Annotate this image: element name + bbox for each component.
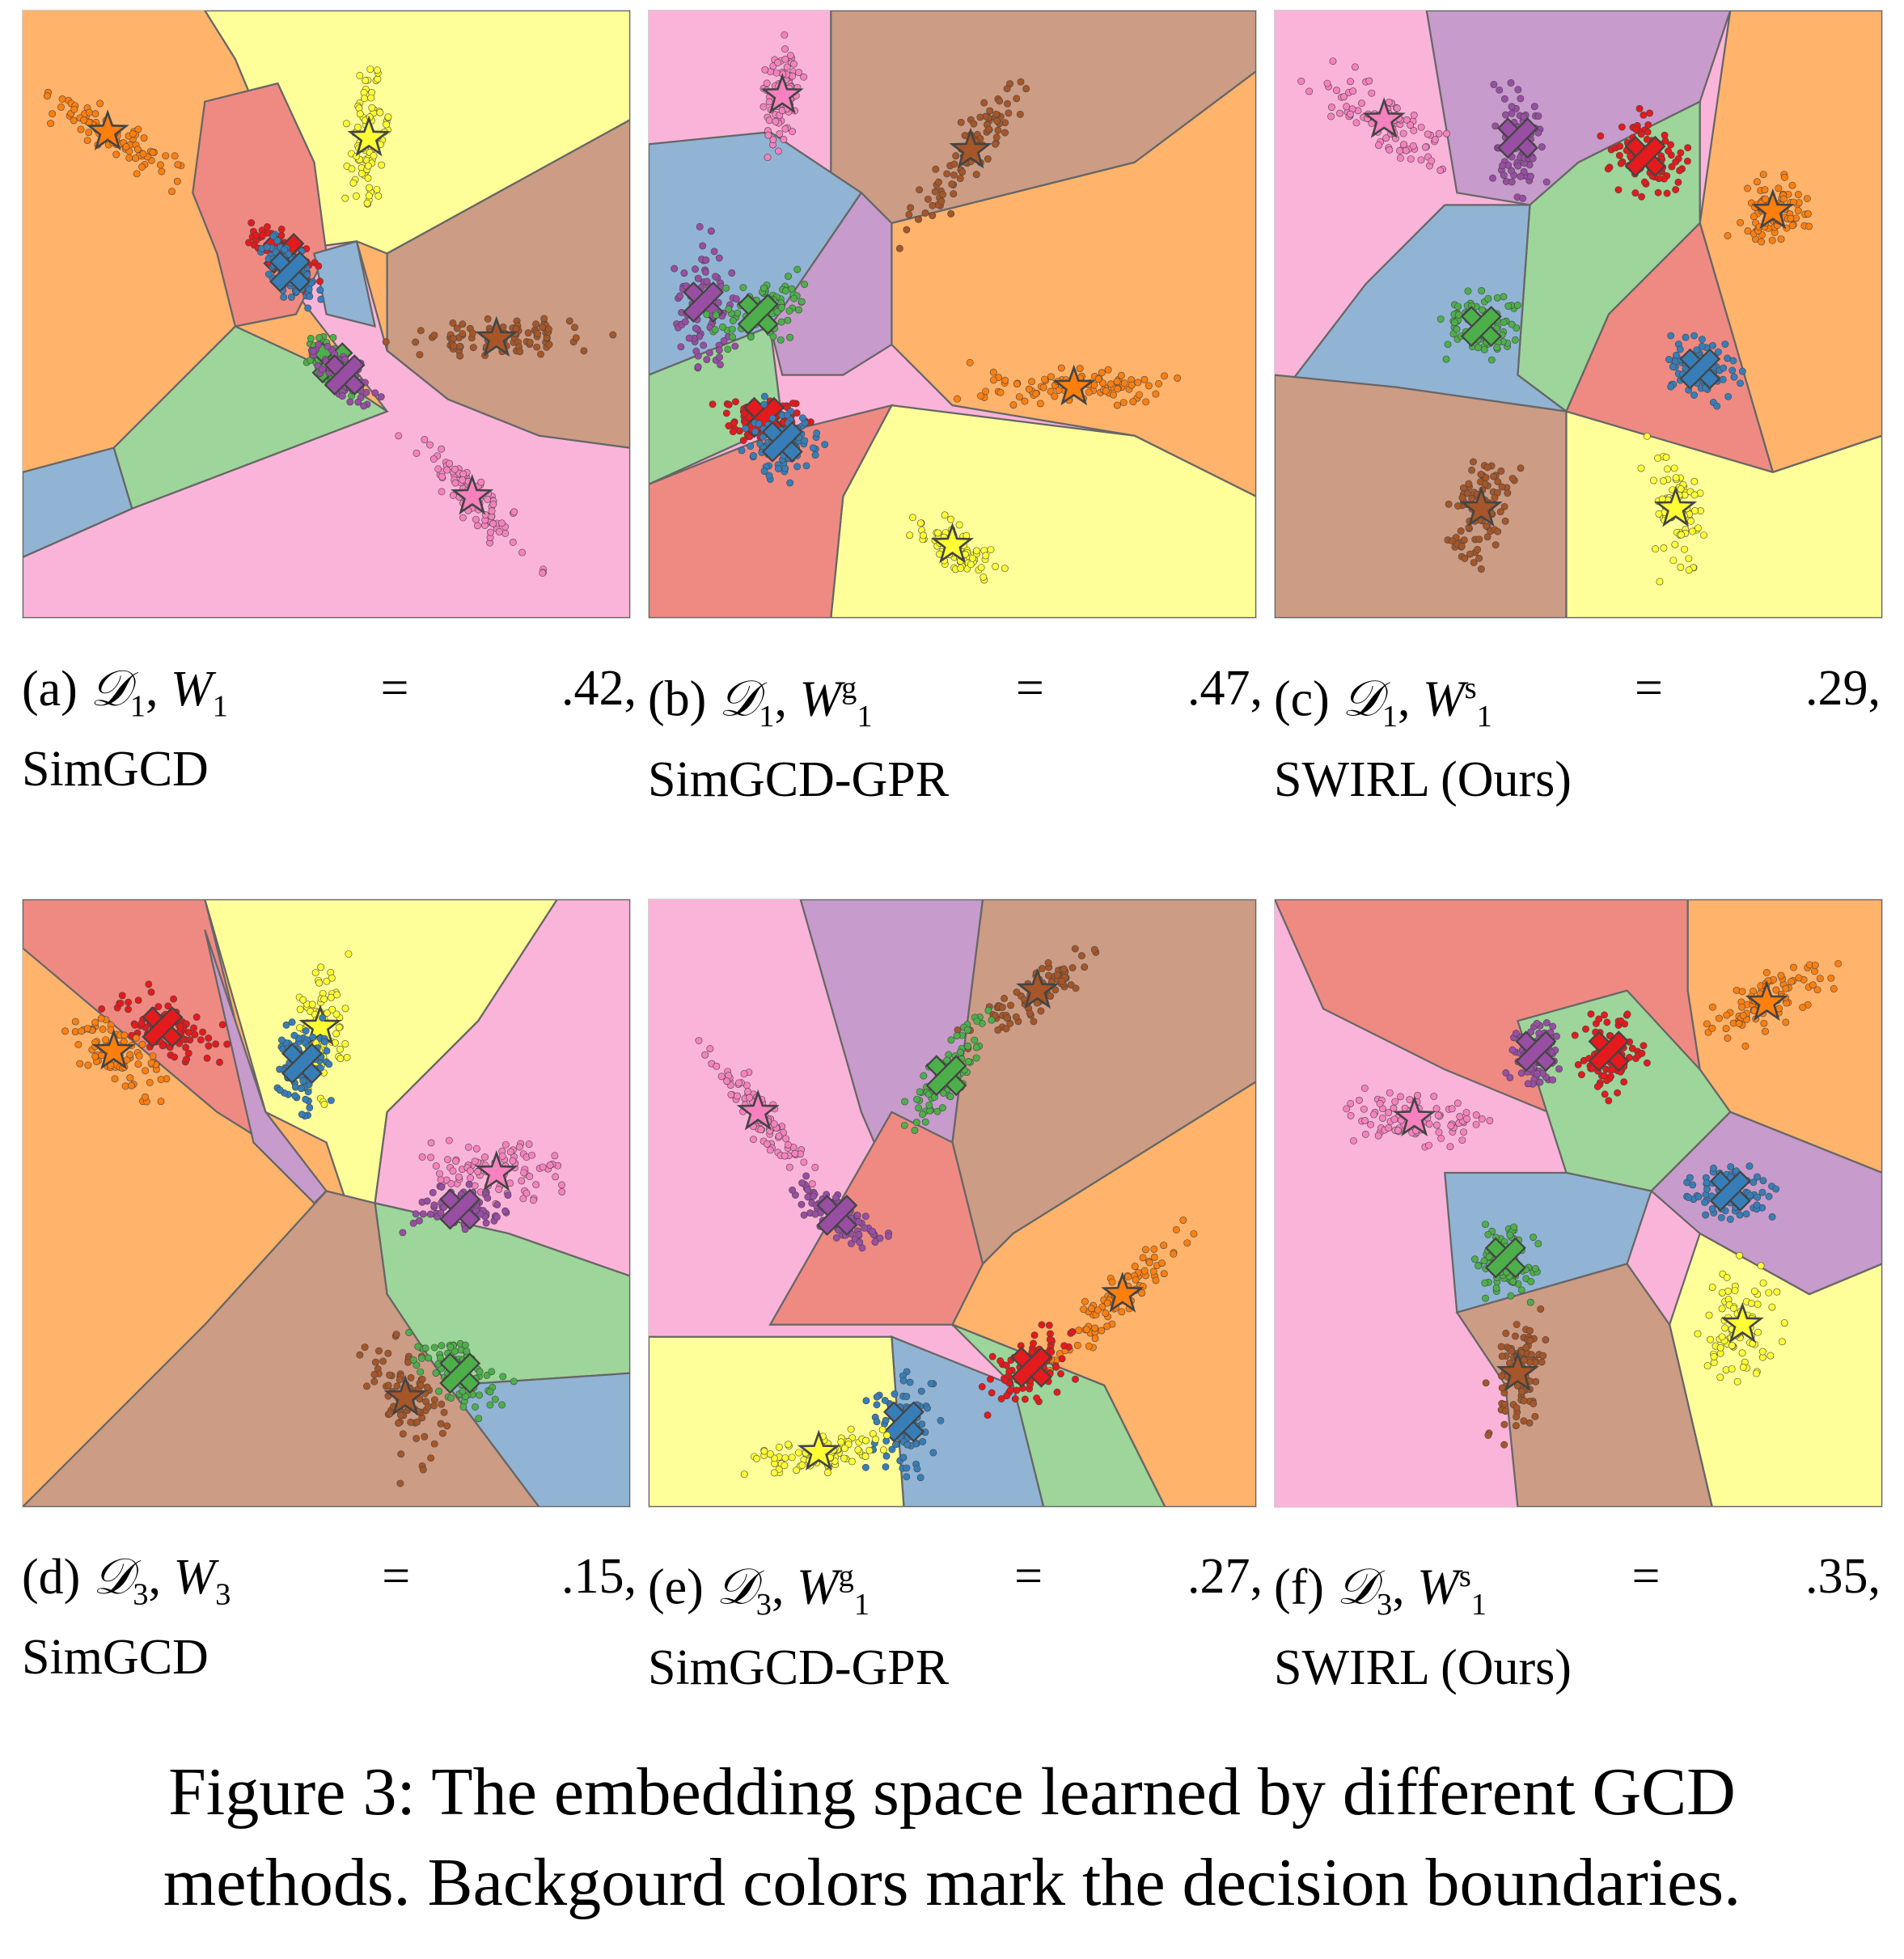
green-x-marker: [1484, 1237, 1526, 1279]
yellow-star-marker: [930, 522, 975, 564]
subcaption-c: (c) 𝒟1, Ws1 = .29, SWIRL (Ours): [1274, 657, 1881, 811]
yellow-star-marker: [347, 115, 391, 157]
plot-c: [1275, 11, 1882, 618]
brown-star-marker: [383, 1374, 427, 1416]
green-x-marker: [1460, 306, 1502, 348]
caption-line-2: methods. Backgourd colors mark the decis…: [163, 1845, 1741, 1920]
subcaption-f: (f) 𝒟3, Ws1 = .35, SWIRL (Ours): [1274, 1545, 1881, 1699]
panel-c-plot: [1274, 10, 1883, 619]
blue-x-marker: [281, 1043, 323, 1085]
pink-star-marker: [451, 473, 494, 515]
orange-star-marker: [1751, 188, 1795, 230]
panel-d-plot: [22, 899, 631, 1508]
purple-x-marker: [1496, 117, 1538, 159]
panel-a-plot: [22, 10, 631, 619]
plot-b: [649, 11, 1256, 618]
purple-x-marker: [439, 1188, 481, 1230]
plot-e: [649, 899, 1256, 1507]
red-x-marker: [142, 1006, 184, 1048]
blue-x-marker: [269, 251, 311, 293]
yellow-star-marker: [1720, 1301, 1764, 1343]
orange-points: [954, 358, 1182, 409]
yellow-star-marker: [797, 1429, 840, 1471]
method-label-f: SWIRL (Ours): [1274, 1640, 1572, 1696]
pink-points: [1297, 57, 1450, 175]
blue-x-marker: [1709, 1170, 1751, 1212]
plot-a: [23, 11, 630, 618]
brown-points: [895, 78, 1030, 252]
panel-b-plot: [648, 10, 1257, 619]
yellow-star-marker: [1654, 485, 1698, 527]
figure-number: Figure 3:: [168, 1754, 416, 1830]
brown-star-marker: [1016, 967, 1060, 1009]
red-x-marker: [1588, 1030, 1630, 1073]
method-label-a: SimGCD: [22, 742, 209, 798]
purple-x-marker: [816, 1195, 858, 1237]
green-x-marker: [439, 1352, 481, 1394]
orange-star-marker: [1101, 1271, 1145, 1313]
yellow-star-marker: [298, 1004, 342, 1046]
figure-caption: Figure 3: The embedding space learned by…: [0, 1747, 1904, 1928]
orange-star-marker: [92, 1028, 136, 1070]
pink-star-marker: [736, 1089, 780, 1131]
method-label-b: SimGCD-GPR: [648, 752, 950, 808]
subcaption-e: (e) 𝒟3, Wg1 = .27, SimGCD-GPR: [648, 1545, 1263, 1699]
panel-f-plot: [1274, 899, 1883, 1508]
purple-x-marker: [324, 354, 366, 396]
pink-star-marker: [1393, 1095, 1436, 1136]
orange-star-marker: [1052, 364, 1096, 406]
blue-x-marker: [1679, 348, 1721, 390]
blue-x-marker: [882, 1401, 924, 1443]
method-label-d: SimGCD: [22, 1630, 209, 1686]
orange-star-marker: [1745, 980, 1788, 1022]
subcaption-b: (b) 𝒟1, Wg1 = .47, SimGCD-GPR: [648, 657, 1263, 811]
red-x-marker: [1624, 135, 1666, 177]
method-label-e: SimGCD-GPR: [648, 1640, 950, 1696]
purple-x-marker: [1515, 1030, 1557, 1073]
brown-star-marker: [1459, 485, 1503, 527]
brown-star-marker: [475, 315, 518, 358]
plot-d: [23, 899, 630, 1507]
plot-f: [1275, 899, 1882, 1507]
pink-star-marker: [1362, 97, 1406, 138]
red-x-marker: [1010, 1346, 1052, 1388]
pink-star-marker: [760, 73, 804, 114]
brown-star-marker: [949, 127, 992, 169]
method-label-c: SWIRL (Ours): [1274, 752, 1572, 808]
caption-line-1: The embedding space learned by different…: [431, 1754, 1736, 1830]
panel-e-plot: [648, 899, 1257, 1508]
subcaption-a: (a) 𝒟1, W1 = .42, SimGCD: [22, 657, 637, 801]
orange-star-marker: [86, 109, 129, 150]
blue-x-marker: [761, 421, 803, 463]
subcaption-d: (d) 𝒟3, W3 = .15, SimGCD: [22, 1545, 637, 1689]
pink-star-marker: [475, 1149, 518, 1191]
yellow-points: [1694, 1251, 1788, 1386]
green-x-marker: [737, 294, 779, 335]
brown-star-marker: [1496, 1350, 1539, 1392]
green-x-marker: [925, 1055, 967, 1097]
